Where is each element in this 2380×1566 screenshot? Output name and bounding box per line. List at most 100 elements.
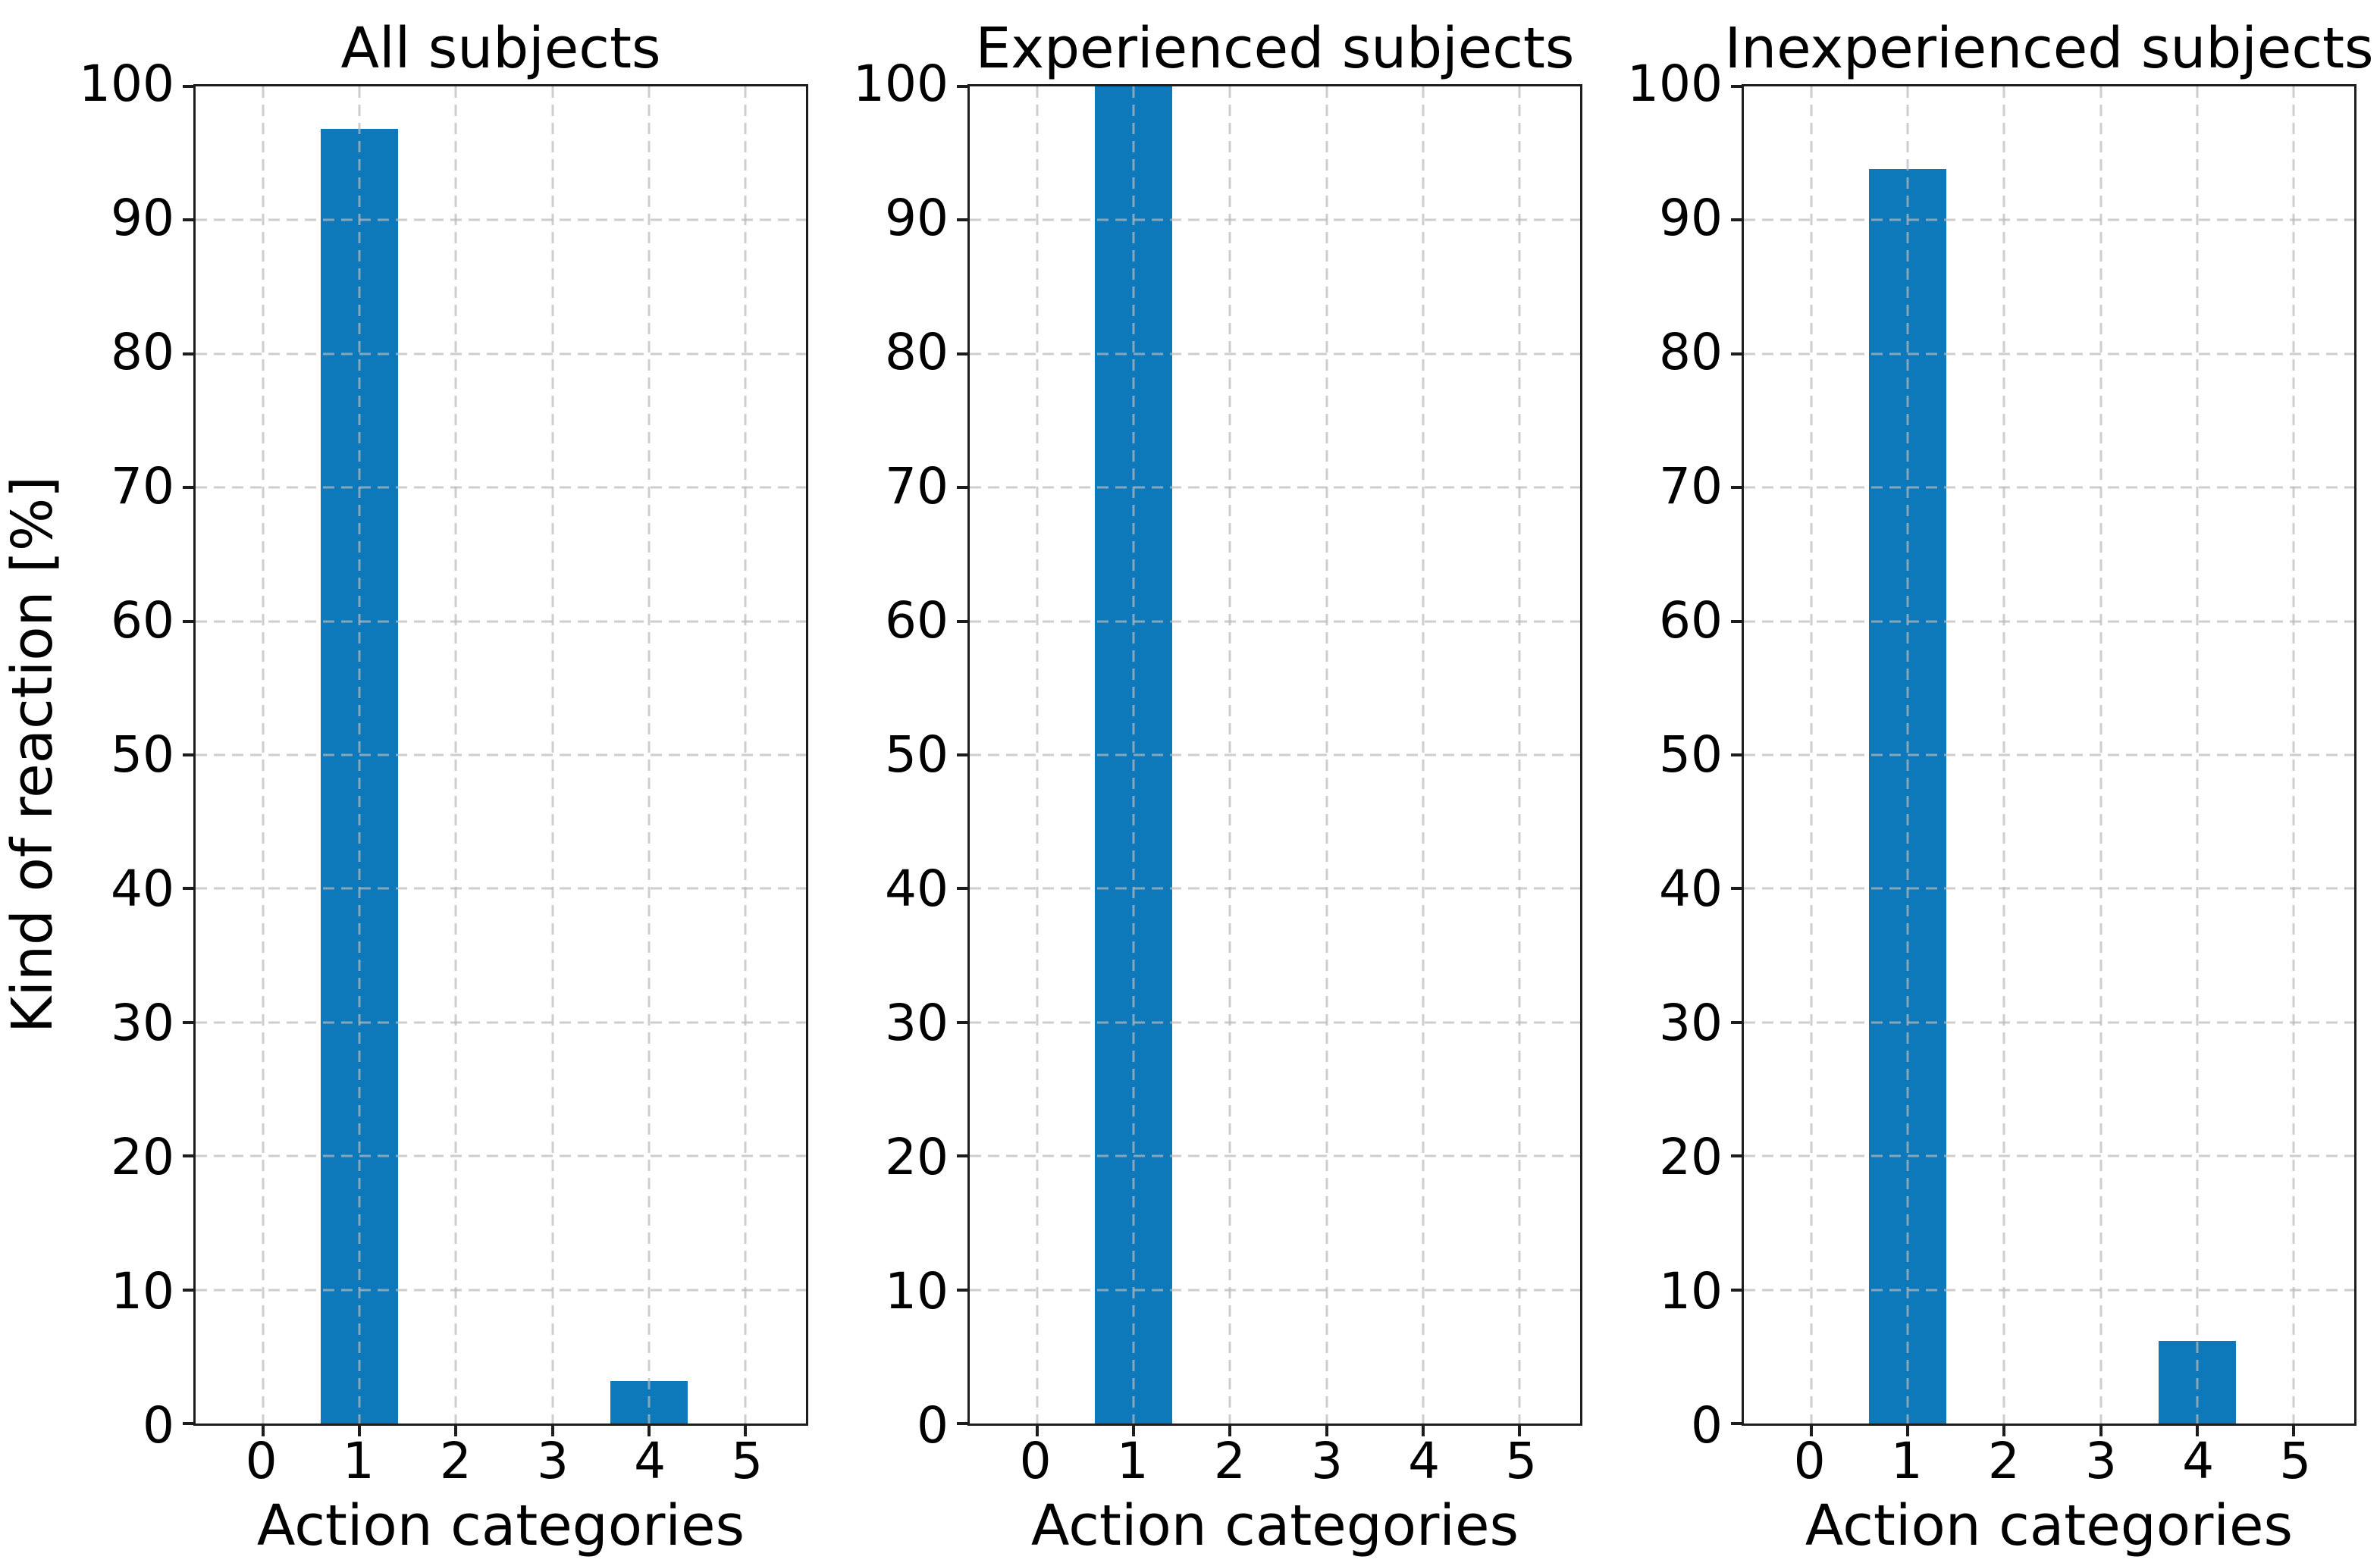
x-axis-label-wrap: Action categories [967,1498,1582,1566]
plot-area [1731,84,2356,1436]
x-tick-mark [262,1426,265,1436]
gridline-horizontal [1744,352,2354,355]
x-axis-label: Action categories [1030,1493,1519,1558]
subplot-body: 0 10 20 30 40 50 60 70 80 90 100 [839,59,1582,1451]
gridline-vertical [1518,86,1521,1423]
x-tick-mark [1517,1426,1521,1436]
y-tick-label: 60 [1659,591,1723,650]
y-tick-mark [957,486,967,490]
x-axis-label-wrap: Action categories [1742,1498,2356,1566]
gridline-horizontal [970,1289,1580,1292]
y-tick-label: 60 [885,591,949,650]
x-tick-label: 3 [537,1432,569,1490]
x-axis-label-row: Action categories [839,1498,1582,1566]
y-tick-mark [183,887,193,891]
gridline-horizontal [196,486,806,489]
y-tick-label: 90 [111,189,174,247]
gridline-horizontal [1744,887,2354,890]
x-tick-mark [1810,1426,1814,1436]
y-tick-label: 40 [885,860,949,918]
y-tick-label: 10 [1659,1262,1723,1320]
x-tick-label: 4 [2182,1432,2215,1490]
gridline-horizontal [196,887,806,890]
x-tick-mark [1228,1426,1232,1436]
y-tick-label: 40 [1659,860,1723,918]
subplot-all-subjects: All subjects Kind of reaction [%] 0 10 20 3… [0,0,808,1566]
y-tick-mark [1731,1288,1742,1292]
gridline-vertical [1228,86,1231,1423]
y-tick-mark [957,1422,967,1425]
x-tick-label: 1 [342,1432,375,1490]
x-tick-label: 2 [1987,1432,2020,1490]
x-tick-mark [2002,1426,2006,1436]
y-tick-mark [183,1154,193,1158]
x-tick-mark [1325,1426,1328,1436]
y-axis-label-column: Kind of reaction [%] [0,84,65,1426]
y-tick-label: 10 [111,1262,174,1320]
y-tick-mark [1731,887,1742,891]
gridline-horizontal [1744,1154,2354,1157]
gridline-horizontal [1744,218,2354,221]
x-axis-ticks-row: 0 1 2 3 4 5 [839,1426,1582,1498]
y-tick-label: 10 [885,1262,949,1320]
y-tick-mark [183,1020,193,1024]
gridline-vertical [2292,86,2295,1423]
y-tick-label: 30 [885,994,949,1052]
subplot-title: Inexperienced subjects [1724,16,2374,81]
x-tick-label: 4 [1408,1432,1441,1490]
y-tick-label: 0 [143,1396,174,1455]
subplot-title: All subjects [340,16,661,81]
gridline-vertical [1810,86,1813,1423]
subplot-experienced-subjects: Experienced subjects 0 10 20 30 40 50 60 70 80 90… [839,0,1582,1566]
y-tick-mark [183,619,193,623]
y-tick-mark [183,1288,193,1292]
x-tick-label: 2 [1213,1432,1246,1490]
y-tick-label: 70 [885,457,949,515]
x-tick-mark [2291,1426,2295,1436]
y-tick-mark [957,887,967,891]
gridline-vertical [358,86,361,1423]
y-tick-label: 50 [111,725,174,784]
y-axis-label: Kind of reaction [%] [0,476,65,1034]
y-tick-mark [183,85,193,88]
plot-area [183,84,808,1436]
gridline-vertical [1325,86,1328,1423]
y-tick-mark [183,352,193,355]
x-axis-label: Action categories [1805,1493,2294,1558]
gridline-horizontal [1744,486,2354,489]
gridline-horizontal [196,218,806,221]
gridline-vertical [262,86,265,1423]
y-tick-mark [1731,1422,1742,1425]
x-tick-mark [2099,1426,2102,1436]
axis-spacer [839,1498,967,1566]
subplot-body: Kind of reaction [%] 0 10 20 30 40 50 60 70 80 90… [0,59,808,1451]
gridline-horizontal [196,1154,806,1157]
y-tick-mark [183,1422,193,1425]
gridline-vertical [1906,86,1909,1423]
x-axis-label: Action categories [256,1493,745,1558]
y-axis-tick-labels: 0 10 20 30 40 50 60 70 80 90 100 [1613,59,1742,1451]
y-tick-mark [1731,753,1742,756]
gridline-vertical [648,86,651,1423]
y-tick-label: 0 [917,1396,949,1455]
axis-spacer [1613,1498,1742,1566]
gridline-vertical [2196,86,2199,1423]
y-tick-label: 30 [111,994,174,1052]
y-tick-label: 50 [885,725,949,784]
x-tick-label: 5 [1505,1432,1538,1490]
y-tick-label: 40 [111,860,174,918]
y-tick-mark [1731,218,1742,222]
y-tick-mark [957,753,967,756]
x-tick-mark [1036,1426,1039,1436]
y-tick-label: 20 [1659,1128,1723,1186]
gridline-horizontal [1744,620,2354,623]
x-tick-label: 0 [1793,1432,1826,1490]
gridline-horizontal [196,1021,806,1024]
y-tick-label: 70 [111,457,174,515]
gridline-horizontal [196,620,806,623]
x-tick-mark [743,1426,747,1436]
x-tick-mark [1421,1426,1425,1436]
y-tick-label: 90 [1659,189,1723,247]
y-tick-label: 30 [1659,994,1723,1052]
